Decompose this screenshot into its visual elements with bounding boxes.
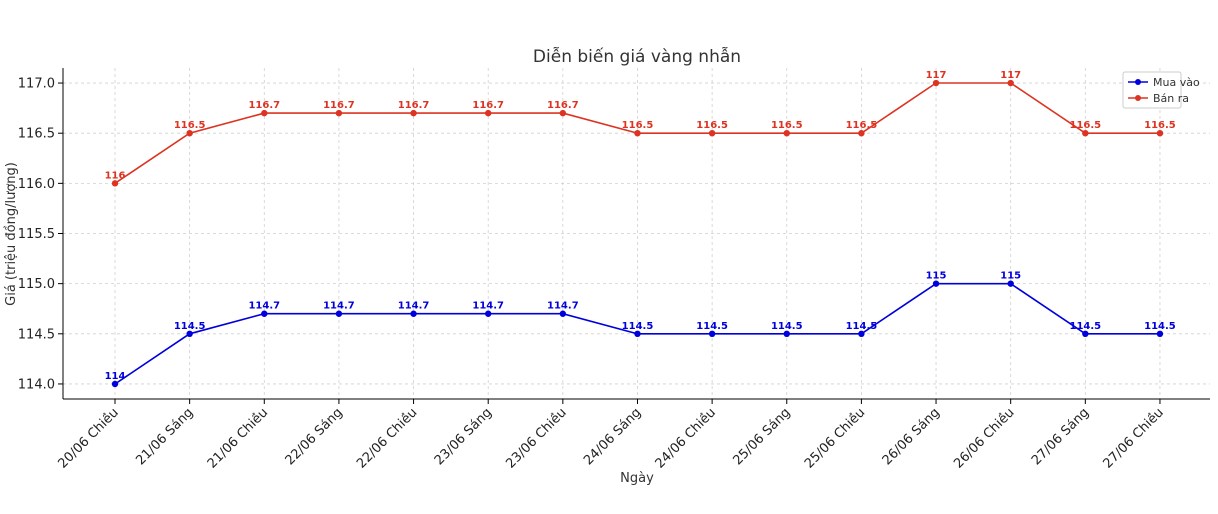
- y-tick-label: 117.0: [18, 77, 55, 92]
- data-label: 115: [926, 271, 947, 282]
- grid: [63, 68, 1210, 399]
- data-label: 114.5: [1144, 321, 1176, 332]
- data-point: [186, 129, 193, 137]
- data-point: [111, 380, 119, 388]
- data-point: [708, 129, 716, 137]
- data-label: 114.5: [622, 321, 654, 332]
- x-ticks: 20/06 Chiều 21/06 Sáng 21/06 Chiều 22/06 Sá…: [56, 399, 1167, 472]
- data-point: [1007, 79, 1014, 87]
- data-label: 114.5: [174, 321, 206, 332]
- data-label: 116.5: [696, 120, 728, 131]
- data-point: [1082, 330, 1089, 338]
- data-point: [559, 310, 567, 317]
- data-label: 114.7: [472, 301, 504, 312]
- x-axis-label: Ngày: [620, 471, 654, 486]
- x-tick-label: 26/06 Chiều: [951, 405, 1017, 471]
- data-point: [634, 330, 641, 338]
- x-tick-label: 24/06 Sáng: [581, 405, 644, 468]
- data-label: 116.5: [622, 120, 654, 131]
- data-point: [186, 330, 193, 338]
- data-label: 116.7: [248, 100, 280, 111]
- data-label: 114: [105, 371, 126, 382]
- x-tick-label: 22/06 Sáng: [283, 405, 346, 468]
- data-point: [634, 129, 641, 137]
- legend-entry: Mua vào: [1128, 76, 1200, 89]
- x-tick-label: 27/06 Chiều: [1100, 405, 1166, 471]
- x-tick-label: 27/06 Sáng: [1029, 405, 1092, 468]
- data-point: [783, 330, 790, 338]
- data-label: 116.5: [771, 120, 803, 131]
- data-label: 117: [926, 70, 947, 81]
- x-tick-label: 22/06 Chiều: [354, 405, 420, 471]
- data-point: [858, 330, 865, 338]
- y-axis-label: Giá (triệu đồng/lượng): [4, 162, 19, 306]
- x-tick-label: 25/06 Sáng: [730, 405, 793, 468]
- data-label: 115: [1000, 271, 1021, 282]
- data-label: 117: [1000, 70, 1021, 81]
- data-point: [559, 109, 567, 117]
- x-tick-label: 25/06 Chiều: [802, 405, 868, 471]
- chart-title: Diễn biến giá vàng nhẫn: [533, 46, 741, 67]
- x-tick-label: 21/06 Sáng: [133, 405, 196, 468]
- y-tick-label: 114.0: [18, 377, 55, 392]
- data-label: 114.5: [846, 321, 878, 332]
- data-point: [1156, 330, 1164, 338]
- y-tick-label: 116.0: [18, 177, 55, 192]
- data-point: [1007, 280, 1014, 287]
- data-point: [111, 180, 119, 187]
- legend-label: Bán ra: [1153, 92, 1189, 105]
- data-label: 116.7: [472, 100, 504, 111]
- data-label: 114.7: [323, 301, 355, 312]
- x-tick-label: 23/06 Chiều: [503, 405, 569, 471]
- data-point: [485, 109, 492, 117]
- data-label: 116.7: [398, 100, 430, 111]
- y-tick-label: 114.5: [18, 327, 55, 342]
- data-point: [485, 310, 492, 317]
- legend-swatch-marker: [1135, 95, 1141, 101]
- data-label: 114.5: [771, 321, 803, 332]
- data-label: 114.5: [696, 321, 728, 332]
- data-label: 116.5: [174, 120, 206, 131]
- data-point: [261, 109, 268, 117]
- data-point: [261, 310, 268, 317]
- data-point: [858, 129, 865, 137]
- data-label: 116: [105, 170, 126, 181]
- x-tick-label: 23/06 Sáng: [432, 405, 495, 468]
- data-point: [783, 129, 790, 137]
- data-label: 116.7: [547, 100, 579, 111]
- data-label: 114.5: [1069, 321, 1101, 332]
- y-ticks: 114.0 114.5 115.0 115.5 116.0 116.5 117.0: [18, 77, 63, 392]
- data-point: [1156, 129, 1164, 137]
- x-tick-label: 20/06 Chiều: [56, 405, 122, 471]
- data-label: 114.7: [248, 301, 280, 312]
- series-mua-vao: 114 114.5 114.7 114.7 114.7 114.7 114.7 114.5 11…: [105, 271, 1176, 388]
- data-label: 116.5: [846, 120, 878, 131]
- data-point: [708, 330, 716, 338]
- series-group: 114 114.5 114.7 114.7 114.7 114.7 114.7 114.5 11…: [105, 70, 1176, 388]
- x-tick-label: 24/06 Chiều: [653, 405, 719, 471]
- legend: Mua vào Bán ra: [1122, 71, 1200, 109]
- x-tick-label: 26/06 Sáng: [880, 405, 943, 468]
- series-ban-ra: 116 116.5 116.7 116.7 116.7 116.7 116.7 116.5 11…: [105, 70, 1176, 187]
- data-point: [1082, 129, 1089, 137]
- data-label: 114.7: [547, 301, 579, 312]
- legend-swatch-marker: [1135, 79, 1141, 85]
- x-tick-label: 21/06 Chiều: [205, 405, 271, 471]
- y-tick-label: 115.0: [18, 277, 55, 292]
- data-label: 114.7: [398, 301, 430, 312]
- data-point: [932, 280, 940, 287]
- legend-entry: Bán ra: [1128, 92, 1189, 105]
- data-label: 116.5: [1144, 120, 1176, 131]
- data-point: [335, 109, 343, 117]
- data-point: [932, 79, 940, 87]
- data-label: 116.5: [1069, 120, 1101, 131]
- data-point: [335, 310, 343, 317]
- legend-label: Mua vào: [1153, 76, 1200, 89]
- data-point: [410, 310, 417, 317]
- data-point: [410, 109, 417, 117]
- data-label: 116.7: [323, 100, 355, 111]
- y-tick-label: 115.5: [18, 227, 55, 242]
- y-tick-label: 116.5: [18, 127, 55, 142]
